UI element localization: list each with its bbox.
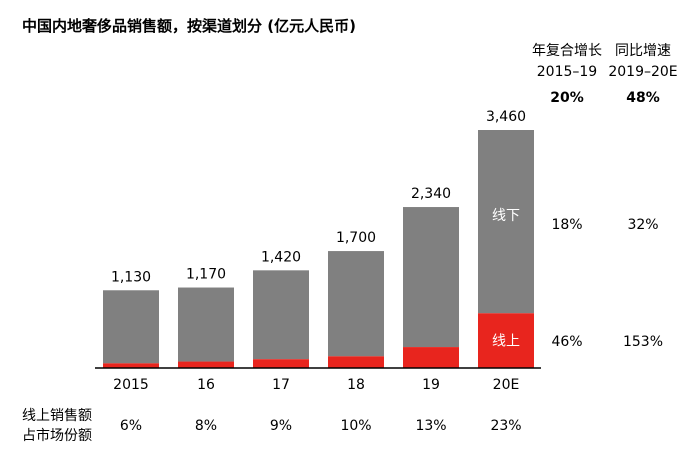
x-tick-label: 2015: [113, 377, 149, 393]
online-share-value: 6%: [120, 418, 142, 434]
online-share-value: 23%: [490, 418, 521, 434]
online-cagr: 46%: [551, 334, 582, 350]
online-share-value: 9%: [270, 418, 292, 434]
cagr-header-line2: 2015–19: [537, 64, 597, 80]
yoy-header-line1: 同比增速: [615, 43, 671, 59]
share-label-line1: 线上销售额: [22, 408, 92, 424]
cagr-total: 20%: [550, 90, 584, 106]
bar-online-19: [403, 347, 459, 368]
x-tick-label: 20E: [493, 377, 520, 393]
online-share-value: 13%: [415, 418, 446, 434]
series-label-offline: 线下: [492, 208, 520, 224]
bar-total-label: 3,460: [486, 109, 526, 125]
x-tick-label: 19: [422, 377, 440, 393]
bar-total-label: 2,340: [411, 186, 451, 202]
bar-total-label: 1,170: [186, 267, 226, 283]
bar-group: 1,130 2015 6% 1,170 16 8% 1,420 17 9% 1,700 18 10% 2…: [103, 109, 534, 434]
bar-online-2015: [103, 363, 159, 368]
bar-total-label: 1,700: [336, 230, 376, 246]
series-label-online: 线上: [492, 334, 520, 350]
bar-offline-17: [253, 270, 309, 360]
chart-title: 中国内地奢侈品销售额，按渠道划分 (亿元人民币): [22, 17, 356, 35]
bar-offline-16: [178, 287, 234, 362]
bar-online-18: [328, 356, 384, 368]
share-label-line2: 占市场份额: [22, 427, 92, 444]
bar-offline-2015: [103, 290, 159, 364]
offline-yoy: 32%: [627, 217, 658, 233]
bar-total-label: 1,130: [111, 269, 151, 285]
bar-online-16: [178, 361, 234, 368]
online-share-label: 线上销售额 占市场份额: [22, 408, 92, 444]
growth-table-header: 年复合增长 2015–19 同比增速 2019–20E 20% 48% 18% …: [532, 42, 678, 350]
bar-offline-20E: [478, 130, 534, 314]
x-tick-label: 18: [347, 377, 365, 393]
offline-cagr: 18%: [551, 217, 582, 233]
online-yoy: 153%: [623, 334, 663, 350]
online-share-value: 10%: [340, 418, 371, 434]
bar-total-label: 1,420: [261, 249, 301, 265]
x-tick-label: 17: [272, 377, 290, 393]
bar-online-17: [253, 359, 309, 368]
bar-offline-18: [328, 251, 384, 357]
x-tick-label: 16: [197, 377, 215, 393]
bar-offline-19: [403, 207, 459, 348]
cagr-header-line1: 年复合增长: [532, 42, 602, 59]
yoy-total: 48%: [626, 90, 660, 106]
online-share-value: 8%: [195, 418, 217, 434]
yoy-header-line2: 2019–20E: [608, 64, 677, 80]
bar-online-20E: [478, 313, 534, 368]
